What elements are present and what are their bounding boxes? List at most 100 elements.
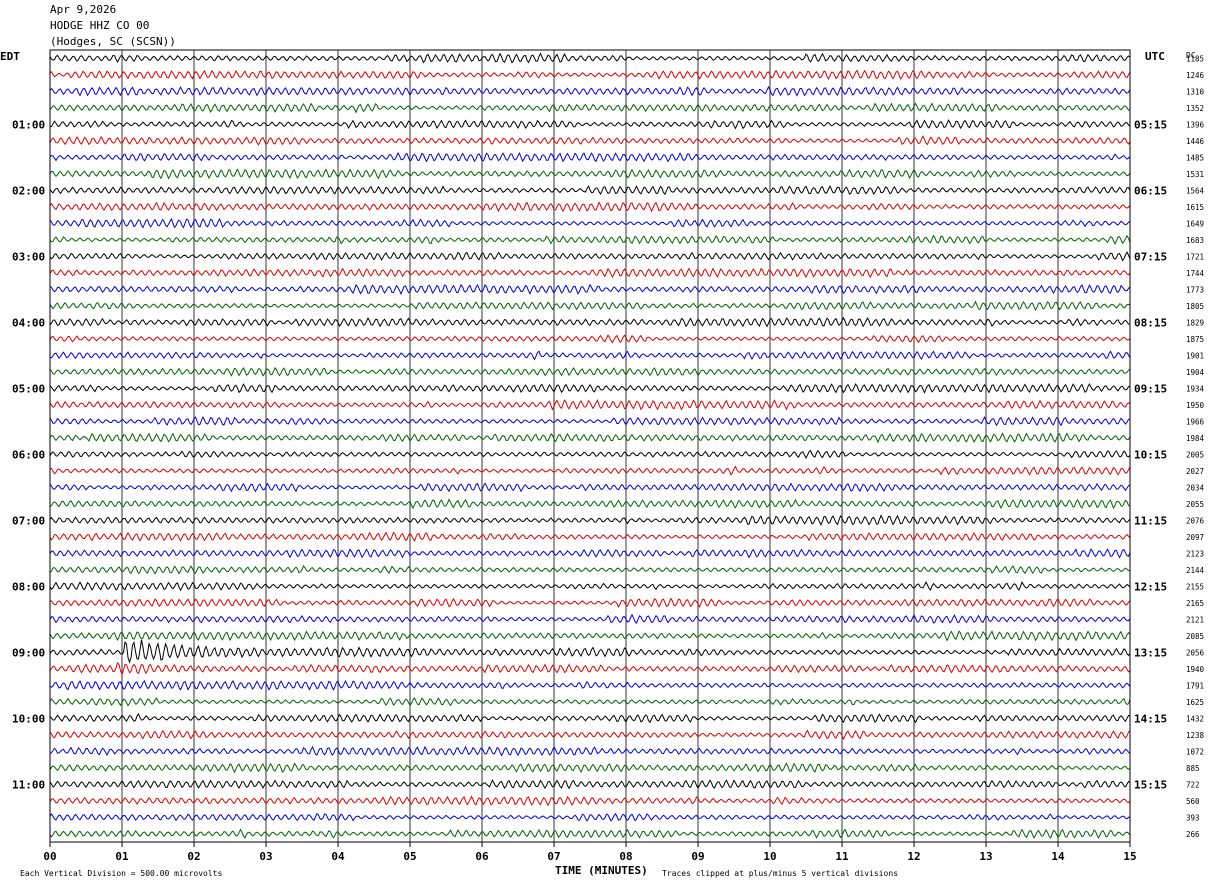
trace-line bbox=[49, 482, 1131, 493]
trace-line bbox=[49, 382, 1131, 394]
dc-offset-label: 1901 bbox=[1186, 351, 1204, 360]
trace-line bbox=[49, 168, 1131, 180]
dc-offset-label: 393 bbox=[1186, 813, 1200, 822]
trace-line bbox=[49, 201, 1131, 213]
right-time-label: 13:15 bbox=[1134, 646, 1167, 659]
x-tick-label: 01 bbox=[115, 850, 129, 863]
right-time-label: 06:15 bbox=[1134, 184, 1167, 197]
dc-offset-label: 560 bbox=[1186, 797, 1200, 806]
dc-offset-label: 1966 bbox=[1186, 417, 1205, 426]
trace-line bbox=[49, 828, 1131, 839]
trace-line bbox=[49, 217, 1131, 229]
dc-offset-label: 1649 bbox=[1186, 219, 1204, 228]
trace-line bbox=[49, 712, 1131, 724]
dc-offset-label: 1744 bbox=[1186, 269, 1205, 278]
trace-line bbox=[49, 449, 1131, 459]
right-time-label: 07:15 bbox=[1134, 250, 1167, 263]
dc-offset-label: 1721 bbox=[1186, 252, 1204, 261]
left-time-label: 10:00 bbox=[12, 712, 45, 725]
right-axis-label: UTC bbox=[1145, 50, 1165, 63]
dc-offset-label: 2056 bbox=[1186, 648, 1205, 657]
trace-line bbox=[49, 234, 1131, 246]
trace-line bbox=[49, 514, 1131, 526]
plot-frame bbox=[49, 49, 1131, 843]
trace-line bbox=[49, 613, 1131, 625]
dc-offset-label: 2165 bbox=[1186, 599, 1204, 608]
trace-line bbox=[49, 432, 1131, 444]
x-tick-label: 10 bbox=[763, 850, 776, 863]
right-time-label: 08:15 bbox=[1134, 316, 1167, 329]
plot-date: Apr 9,2026 bbox=[50, 3, 117, 16]
trace-line bbox=[49, 498, 1131, 510]
left-time-label: 05:00 bbox=[12, 382, 45, 395]
dc-column-label: DC bbox=[1186, 51, 1196, 60]
dc-offset-label: 1531 bbox=[1186, 170, 1204, 179]
dc-offset-label: 2121 bbox=[1186, 615, 1204, 624]
trace-line bbox=[49, 729, 1131, 741]
footer-clip-note: Traces clipped at plus/minus 5 vertical … bbox=[662, 869, 898, 878]
x-tick-label: 13 bbox=[979, 850, 992, 863]
dc-offset-label: 266 bbox=[1186, 830, 1200, 839]
station-code: HODGE HHZ CO 00 bbox=[50, 19, 150, 32]
right-time-label: 10:15 bbox=[1134, 448, 1167, 461]
minute-gridlines bbox=[121, 50, 1059, 842]
x-tick-label: 04 bbox=[331, 850, 345, 863]
left-time-label: 07:00 bbox=[12, 514, 45, 527]
dc-offset-label: 1904 bbox=[1186, 368, 1205, 377]
dc-offset-label: 2005 bbox=[1186, 450, 1204, 459]
left-time-label: 11:00 bbox=[12, 778, 45, 791]
x-tick-label: 05 bbox=[403, 850, 416, 863]
right-time-label: 11:15 bbox=[1134, 514, 1167, 527]
trace-line bbox=[49, 564, 1131, 575]
trace-line bbox=[49, 630, 1131, 642]
trace-line bbox=[49, 661, 1131, 676]
dc-offset-label: 1246 bbox=[1186, 71, 1205, 80]
dc-offset-label: 2076 bbox=[1186, 516, 1205, 525]
trace-line bbox=[49, 102, 1131, 114]
x-tick-label: 06 bbox=[475, 850, 489, 863]
dc-offset-label: 1396 bbox=[1186, 120, 1205, 129]
trace-line bbox=[49, 745, 1131, 757]
x-tick-label: 00 bbox=[43, 850, 56, 863]
trace-line bbox=[49, 267, 1131, 279]
dc-offset-label: 2034 bbox=[1186, 483, 1205, 492]
dc-offset-label: 2027 bbox=[1186, 467, 1204, 476]
trace-line bbox=[49, 350, 1131, 361]
x-tick-label: 09 bbox=[691, 850, 704, 863]
trace-line bbox=[49, 697, 1131, 707]
left-time-label: 09:00 bbox=[12, 646, 45, 659]
trace-line bbox=[49, 366, 1131, 377]
trace-line bbox=[49, 399, 1131, 411]
dc-offset-label: 1791 bbox=[1186, 681, 1204, 690]
x-tick-label: 11 bbox=[835, 850, 849, 863]
dc-offset-label: 1773 bbox=[1186, 285, 1204, 294]
dc-offset-label: 2097 bbox=[1186, 533, 1204, 542]
dc-offset-label: 1934 bbox=[1186, 384, 1205, 393]
trace-line bbox=[49, 283, 1131, 296]
trace-line bbox=[49, 69, 1131, 81]
dc-offset-label: 1615 bbox=[1186, 203, 1204, 212]
station-location: (Hodges, SC (SCSN)) bbox=[50, 35, 176, 48]
right-time-labels: 05:15 06:15 07:15 08:15 09:15 10:15 11:15 12:15… bbox=[1134, 118, 1167, 791]
trace-line bbox=[49, 795, 1131, 807]
dc-offset-labels: 1185 1246 1310 1352 1396 1446 1485 1531 1564 1615… bbox=[1186, 54, 1205, 839]
dc-offset-label: 1829 bbox=[1186, 318, 1204, 327]
dc-offset-label: 1310 bbox=[1186, 87, 1205, 96]
x-axis-title: TIME (MINUTES) bbox=[555, 864, 648, 877]
trace-line bbox=[49, 531, 1131, 543]
trace-line bbox=[49, 185, 1131, 196]
trace-line bbox=[49, 85, 1131, 97]
left-time-label: 08:00 bbox=[12, 580, 45, 593]
right-time-label: 05:15 bbox=[1134, 118, 1167, 131]
trace-line bbox=[49, 762, 1131, 774]
right-time-label: 14:15 bbox=[1134, 712, 1167, 725]
trace-line bbox=[49, 151, 1131, 163]
dc-offset-label: 1352 bbox=[1186, 104, 1204, 113]
trace-line bbox=[49, 778, 1131, 790]
trace-line bbox=[49, 300, 1131, 311]
left-time-label: 04:00 bbox=[12, 316, 45, 329]
x-tick-label: 07 bbox=[547, 850, 560, 863]
right-time-label: 15:15 bbox=[1134, 778, 1167, 791]
trace-line bbox=[49, 316, 1131, 328]
